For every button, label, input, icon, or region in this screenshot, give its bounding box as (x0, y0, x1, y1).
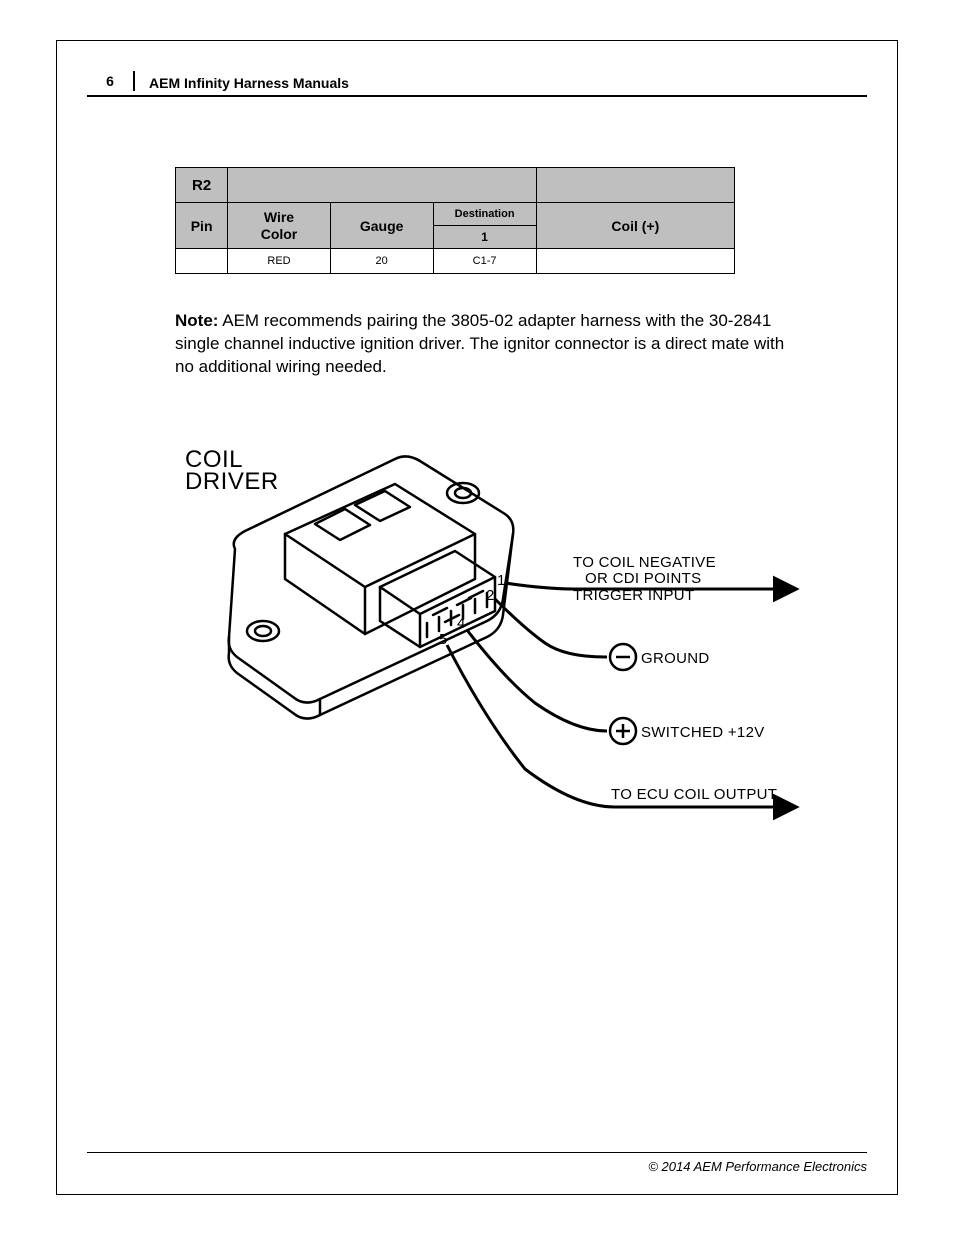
pin-label-2: 2 (486, 587, 494, 604)
note-paragraph: Note: AEM recommends pairing the 3805-02… (175, 310, 807, 379)
label-coil-neg-1: TO COIL NEGATIVE (573, 554, 716, 571)
td-gauge: 20 (330, 249, 433, 274)
wire-2 (495, 599, 607, 657)
pin-label-4: 4 (457, 615, 465, 632)
label-ecu-coil: TO ECU COIL OUTPUT (611, 786, 777, 803)
td-coil (536, 249, 734, 274)
th-dest-sub: 1 (433, 226, 536, 249)
note-label: Note: (175, 311, 218, 330)
label-switched-12v: SWITCHED +12V (641, 724, 765, 741)
th-destination: Destination (433, 203, 536, 226)
wiring-table: R2 Pin WireColor Gauge Destination Coil … (175, 167, 735, 274)
label-coil-neg-3: TRIGGER INPUT (573, 587, 694, 604)
th-gauge: Gauge (330, 203, 433, 249)
note-text: AEM recommends pairing the 3805-02 adapt… (175, 311, 784, 376)
th-blank-2 (536, 168, 734, 203)
th-coil-plus: Coil (+) (536, 203, 734, 249)
page-number: 6 (87, 71, 135, 91)
label-coil-neg-2: OR CDI POINTS (585, 570, 701, 587)
pin-label-5: 5 (439, 631, 447, 648)
td-destination: C1-7 (433, 249, 536, 274)
pin-label-1: 1 (497, 572, 505, 589)
page-header: 6 AEM Infinity Harness Manuals (87, 71, 867, 97)
module-body (229, 456, 514, 718)
th-wire-color: WireColor (228, 203, 331, 249)
td-wire-color: RED (228, 249, 331, 274)
diagram-title-line2: DRIVER (185, 468, 279, 495)
header-title: AEM Infinity Harness Manuals (149, 75, 349, 91)
th-pin: Pin (176, 203, 228, 249)
label-ground: GROUND (641, 650, 709, 667)
coil-driver-diagram: COIL DRIVER (175, 439, 815, 859)
th-blank-1 (228, 168, 536, 203)
td-pin (176, 249, 228, 274)
footer-copyright: © 2014 AEM Performance Electronics (87, 1152, 867, 1174)
th-r2: R2 (176, 168, 228, 203)
